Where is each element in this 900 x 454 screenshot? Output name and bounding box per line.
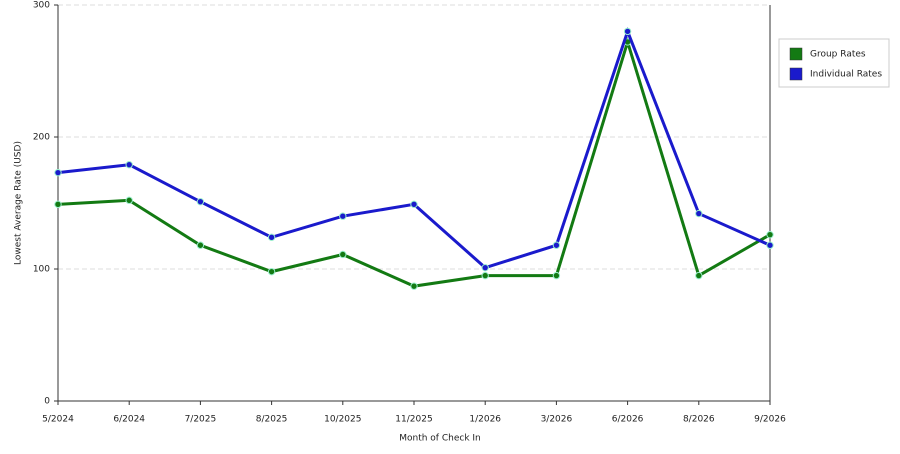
data-point	[339, 212, 347, 220]
legend-label: Individual Rates	[810, 70, 882, 80]
series-line	[57, 26, 771, 270]
data-point	[125, 161, 133, 169]
data-point	[766, 241, 774, 249]
data-point	[481, 263, 489, 272]
data-point	[196, 197, 205, 206]
x-tick-label: 6/2024	[113, 415, 145, 425]
data-point	[766, 230, 774, 239]
x-tick-label: 11/2025	[395, 415, 432, 425]
data-point	[695, 271, 703, 280]
data-point	[481, 271, 489, 280]
legend-swatch	[789, 67, 803, 81]
x-axis-label: Month of Check In	[399, 434, 481, 444]
series-line	[57, 36, 771, 288]
x-tick-label: 8/2025	[256, 415, 288, 425]
legend-swatch	[789, 47, 803, 61]
y-axis-label: Lowest Average Rate (USD)	[14, 141, 24, 265]
data-point	[267, 267, 276, 276]
x-tick-label: 10/2025	[324, 415, 361, 425]
data-point	[339, 250, 347, 259]
y-tick-label: 300	[33, 1, 50, 11]
x-tick-label: 8/2026	[683, 415, 715, 425]
x-tick-label: 9/2026	[754, 415, 786, 425]
data-point	[125, 196, 133, 205]
data-point	[623, 27, 632, 36]
data-point	[552, 241, 561, 249]
y-tick-label: 0	[44, 397, 50, 407]
legend-label: Group Rates	[810, 50, 866, 60]
y-tick-label: 200	[33, 133, 50, 143]
x-tick-label: 3/2026	[541, 415, 573, 425]
x-tick-label: 7/2025	[185, 415, 217, 425]
data-point	[410, 282, 418, 290]
data-point	[196, 241, 205, 249]
y-tick-label: 100	[33, 265, 50, 275]
data-point	[267, 233, 276, 242]
data-point	[54, 168, 62, 177]
data-point	[695, 209, 703, 218]
x-tick-label: 5/2024	[42, 415, 74, 425]
x-tick-label: 6/2026	[612, 415, 644, 425]
data-point	[552, 271, 561, 280]
data-point	[410, 200, 418, 209]
data-point	[54, 200, 62, 209]
x-tick-label: 1/2026	[469, 415, 501, 425]
